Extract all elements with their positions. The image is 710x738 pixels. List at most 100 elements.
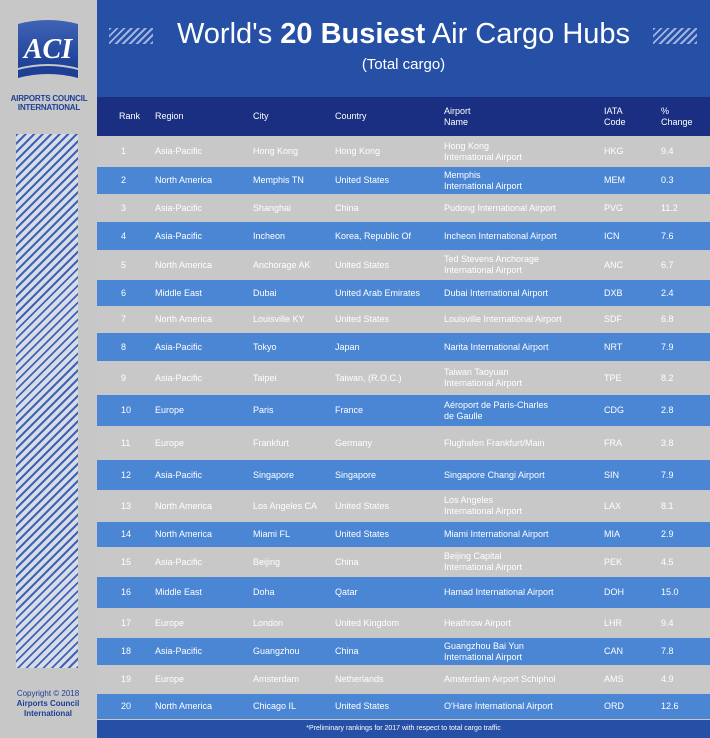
- cell-city: Memphis TN: [253, 175, 304, 185]
- cell-country: United Arab Emirates: [335, 287, 421, 298]
- cell-city: Louisville KY: [253, 314, 305, 324]
- airport-name-line1: Taiwan Taoyuan: [444, 367, 509, 377]
- airport-name-line2: International Airport: [444, 180, 523, 191]
- cell-rank: 12: [121, 469, 132, 480]
- cell-city: Shanghai: [253, 202, 292, 213]
- cell-region: Middle East: [155, 587, 203, 597]
- airport-name-line1: Narita International Airport: [444, 341, 549, 352]
- col-region: Region: [155, 111, 184, 121]
- cell-airport: Ted Stevens Anchorage International Airpo…: [444, 250, 539, 280]
- cell-city: Frankfurt: [253, 437, 290, 448]
- table-row: 19 Europe Amsterdam Netherlands Amsterdam Ai…: [97, 665, 710, 694]
- cell-rank: 10: [121, 405, 132, 415]
- cell-change: 9.4: [661, 146, 674, 156]
- cell-change: 7.6: [661, 230, 674, 241]
- cell-country: Japan: [335, 341, 360, 352]
- airport-name-line1: Ted Stevens Anchorage: [444, 254, 540, 264]
- cell-city: Chicago IL: [253, 701, 297, 711]
- cell-change: 8.1: [661, 500, 674, 511]
- cell-region: Asia-Pacific: [155, 146, 203, 156]
- cell-country: Korea, Republic Of: [335, 230, 412, 241]
- cell-rank: 8: [121, 341, 127, 352]
- cell-region: North America: [155, 175, 213, 185]
- airport-name-line2: de Gaulle: [444, 410, 483, 421]
- cell-city: Los Angeles CA: [253, 500, 318, 511]
- table-row: 6 Middle East Dubai United Arab Emirates Dub…: [97, 280, 710, 306]
- cell-region: North America: [155, 500, 213, 511]
- col-airport: Airport Name: [444, 105, 471, 127]
- cell-rank: 14: [121, 529, 132, 539]
- cell-country: Qatar: [335, 587, 358, 597]
- cell-iata: LAX: [604, 500, 622, 511]
- airport-name-line1: Hong Kong: [444, 140, 490, 151]
- cell-change: 15.0: [661, 587, 679, 597]
- cell-rank: 11: [121, 437, 131, 448]
- cell-change: 4.9: [661, 674, 674, 684]
- table-row: 7 North America Louisville KY United States…: [97, 306, 710, 333]
- cell-city: Tokyo: [253, 341, 277, 352]
- cell-iata: SIN: [604, 469, 620, 480]
- cell-airport: Los Angeles International Airport: [444, 490, 522, 522]
- cell-iata: LHR: [604, 617, 623, 628]
- cell-region: Asia-Pacific: [155, 469, 203, 480]
- cell-country: Singapore: [335, 469, 377, 480]
- table-row: 17 Europe London United Kingdom Heathrow Air…: [97, 608, 710, 638]
- cell-rank: 4: [121, 230, 127, 241]
- airport-name-line1: Guangzhou Bai Yun: [444, 640, 524, 651]
- cell-iata: MEM: [604, 175, 625, 185]
- table-row: 14 North America Miami FL United States Miam…: [97, 522, 710, 547]
- page-title: World's 20 Busiest Air Cargo Hubs: [176, 18, 631, 50]
- airport-name-line1: Beijing Capital: [444, 551, 502, 561]
- cell-city: London: [253, 617, 284, 628]
- cell-region: North America: [155, 529, 213, 539]
- cell-country: Netherlands: [335, 674, 384, 684]
- table-row: 18 Asia-Pacific Guangzhou China Guangzhou Ba…: [97, 638, 710, 665]
- cell-change: 7.9: [661, 469, 674, 480]
- footer-note: *Preliminary rankings for 2017 with resp…: [97, 720, 710, 738]
- airport-name-line1: Los Angeles: [444, 495, 494, 505]
- cell-city: Hong Kong: [253, 146, 299, 156]
- cell-change: 7.9: [661, 341, 674, 352]
- airport-name-line1: O'Hare International Airport: [444, 701, 553, 711]
- cell-change: 11.2: [661, 202, 678, 213]
- cell-airport: Dubai International Airport: [444, 280, 548, 306]
- cell-airport: Pudong International Airport: [444, 194, 556, 222]
- cell-airport: O'Hare International Airport: [444, 694, 553, 719]
- table-row: 11 Europe Frankfurt Germany Flughafen Frankf…: [97, 426, 710, 460]
- cell-change: 12.6: [661, 701, 679, 711]
- col-change: % Change: [661, 105, 693, 127]
- airport-name-line1: Hamad International Airport: [444, 587, 554, 597]
- cell-airport: Narita International Airport: [444, 333, 549, 361]
- cell-country: United States: [335, 529, 390, 539]
- table-row: 10 Europe Paris France Aéroport de Paris-Cha…: [97, 395, 710, 426]
- cell-iata: NRT: [604, 341, 623, 352]
- copyright: Copyright © 2018 Airports Council Intern…: [16, 689, 80, 718]
- cell-region: North America: [155, 314, 213, 324]
- table-row: 2 North America Memphis TN United States Mem…: [97, 167, 710, 194]
- cell-iata: ANC: [604, 259, 624, 270]
- cell-change: 7.8: [661, 646, 674, 656]
- airport-name-line1: Dubai International Airport: [444, 287, 549, 298]
- table-row: 3 Asia-Pacific Shanghai China Pudong Interna…: [97, 194, 710, 222]
- cell-rank: 5: [121, 259, 127, 270]
- cell-country: United States: [335, 701, 390, 711]
- cell-region: Europe: [155, 437, 185, 448]
- cell-rank: 18: [121, 646, 132, 656]
- airport-name-line1: Aéroport de Paris-Charles: [444, 399, 549, 410]
- cell-iata: ORD: [604, 701, 624, 711]
- page-subtitle: (Total cargo): [361, 56, 446, 73]
- cell-airport: Guangzhou Bai Yun International Airport: [444, 638, 524, 665]
- cell-iata: PEK: [604, 556, 623, 567]
- cell-city: Taipei: [253, 372, 277, 383]
- cell-change: 6.8: [661, 314, 674, 324]
- cell-city: Doha: [253, 587, 275, 597]
- cell-rank: 3: [121, 202, 127, 213]
- cell-country: United States: [335, 314, 390, 324]
- cell-change: 2.8: [661, 405, 674, 415]
- cell-region: Europe: [155, 674, 185, 684]
- cell-rank: 9: [121, 372, 127, 383]
- airport-name-line2: International Airport: [444, 378, 523, 388]
- cell-rank: 15: [121, 556, 132, 567]
- airport-name-line1: Amsterdam Airport Schiphol: [444, 674, 556, 684]
